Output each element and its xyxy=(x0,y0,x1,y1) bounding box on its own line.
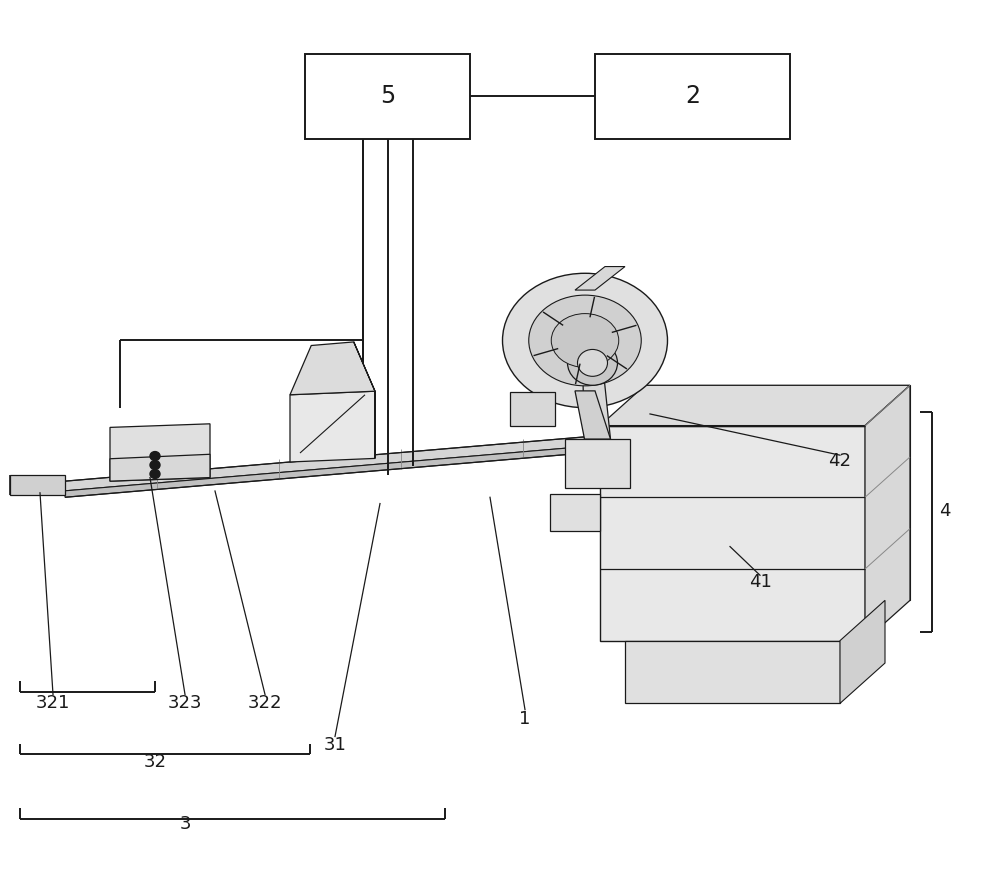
Polygon shape xyxy=(290,342,375,395)
Bar xyxy=(550,494,600,531)
Ellipse shape xyxy=(529,295,641,386)
Text: 1: 1 xyxy=(519,710,531,728)
Text: 42: 42 xyxy=(828,452,852,470)
Circle shape xyxy=(577,349,607,376)
Polygon shape xyxy=(645,385,910,600)
Polygon shape xyxy=(65,439,675,497)
Polygon shape xyxy=(110,424,210,481)
Bar xyxy=(305,54,470,139)
Polygon shape xyxy=(110,454,210,481)
Circle shape xyxy=(150,461,160,470)
Text: 31: 31 xyxy=(324,737,346,754)
Text: 41: 41 xyxy=(749,573,771,591)
Text: 4: 4 xyxy=(939,502,951,520)
Text: 5: 5 xyxy=(380,84,395,108)
Polygon shape xyxy=(290,392,375,462)
Text: 3: 3 xyxy=(179,815,191,833)
Text: 32: 32 xyxy=(144,753,166,771)
Ellipse shape xyxy=(503,273,668,408)
Polygon shape xyxy=(582,363,610,439)
Circle shape xyxy=(150,452,160,461)
Polygon shape xyxy=(65,429,675,491)
Text: 322: 322 xyxy=(248,694,282,712)
Polygon shape xyxy=(625,641,840,703)
Polygon shape xyxy=(575,267,625,290)
Polygon shape xyxy=(354,342,375,459)
Polygon shape xyxy=(10,475,65,495)
Bar xyxy=(595,54,790,139)
Bar xyxy=(510,392,555,426)
Ellipse shape xyxy=(551,314,619,367)
Polygon shape xyxy=(840,600,885,703)
Polygon shape xyxy=(600,426,865,641)
Text: 321: 321 xyxy=(36,694,70,712)
Polygon shape xyxy=(865,385,910,641)
Circle shape xyxy=(150,470,160,478)
Polygon shape xyxy=(575,391,610,439)
Bar xyxy=(565,439,630,488)
Text: 323: 323 xyxy=(168,694,202,712)
Polygon shape xyxy=(600,385,910,426)
Text: 2: 2 xyxy=(685,84,700,108)
Circle shape xyxy=(567,340,617,385)
